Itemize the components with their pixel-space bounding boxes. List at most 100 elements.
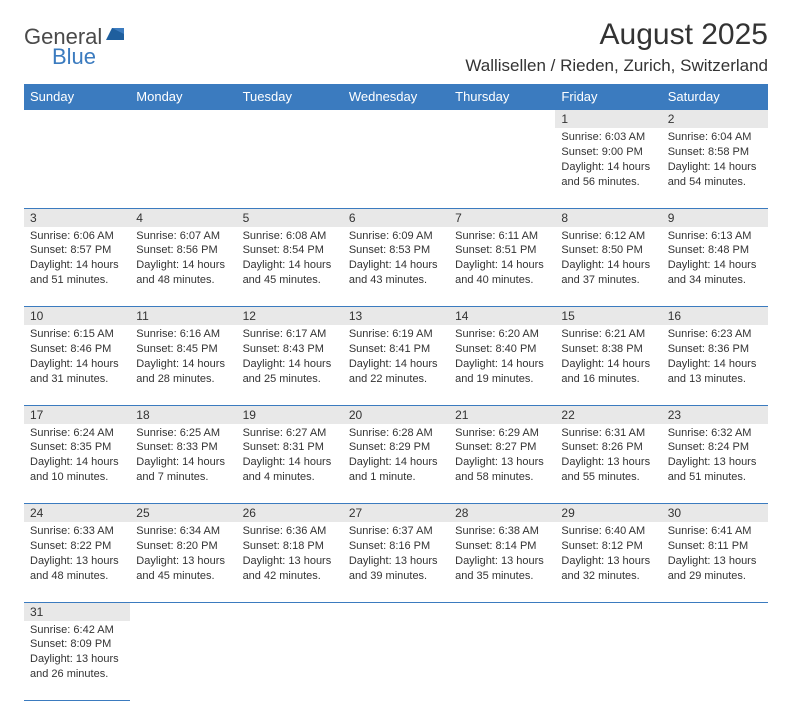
sunset-text: Sunset: 8:14 PM (455, 539, 549, 554)
sunrise-text: Sunrise: 6:17 AM (243, 327, 337, 342)
logo-text-blue: Blue (52, 44, 96, 69)
day-number-cell: 15 (555, 307, 661, 326)
day-number-cell (24, 110, 130, 129)
daylight-text: Daylight: 14 hours and 45 minutes. (243, 258, 337, 288)
sunset-text: Sunset: 8:54 PM (243, 243, 337, 258)
day-number-cell: 6 (343, 208, 449, 227)
weekday-header: Thursday (449, 84, 555, 110)
day-number-cell: 12 (237, 307, 343, 326)
day-cell (343, 128, 449, 208)
day-number-cell: 1 (555, 110, 661, 129)
day-number-cell (130, 602, 236, 621)
sunset-text: Sunset: 8:58 PM (668, 145, 762, 160)
sunset-text: Sunset: 8:46 PM (30, 342, 124, 357)
logo-text-blue-wrap: Blue (52, 44, 96, 70)
day-number-row: 3456789 (24, 208, 768, 227)
day-number-cell: 4 (130, 208, 236, 227)
day-cell: Sunrise: 6:27 AMSunset: 8:31 PMDaylight:… (237, 424, 343, 504)
day-cell: Sunrise: 6:21 AMSunset: 8:38 PMDaylight:… (555, 325, 661, 405)
weekday-header: Wednesday (343, 84, 449, 110)
day-number-cell: 24 (24, 504, 130, 523)
day-cell: Sunrise: 6:41 AMSunset: 8:11 PMDaylight:… (662, 522, 768, 602)
sunset-text: Sunset: 8:27 PM (455, 440, 549, 455)
day-number-cell: 13 (343, 307, 449, 326)
day-number-row: 12 (24, 110, 768, 129)
day-cell-body: Sunrise: 6:37 AMSunset: 8:16 PMDaylight:… (343, 522, 449, 587)
day-cell-body: Sunrise: 6:33 AMSunset: 8:22 PMDaylight:… (24, 522, 130, 587)
day-number-cell: 20 (343, 405, 449, 424)
day-cell-body: Sunrise: 6:41 AMSunset: 8:11 PMDaylight:… (662, 522, 768, 587)
month-title: August 2025 (465, 18, 768, 52)
day-number-cell (237, 110, 343, 129)
day-cell (24, 128, 130, 208)
day-cell-body: Sunrise: 6:31 AMSunset: 8:26 PMDaylight:… (555, 424, 661, 489)
day-cell (555, 621, 661, 701)
day-number-cell: 25 (130, 504, 236, 523)
weekday-header: Sunday (24, 84, 130, 110)
day-cell-body: Sunrise: 6:40 AMSunset: 8:12 PMDaylight:… (555, 522, 661, 587)
sunrise-text: Sunrise: 6:38 AM (455, 524, 549, 539)
daylight-text: Daylight: 13 hours and 48 minutes. (30, 554, 124, 584)
day-number-cell: 9 (662, 208, 768, 227)
day-cell-body: Sunrise: 6:04 AMSunset: 8:58 PMDaylight:… (662, 128, 768, 193)
daylight-text: Daylight: 14 hours and 56 minutes. (561, 160, 655, 190)
sunset-text: Sunset: 8:53 PM (349, 243, 443, 258)
sunrise-text: Sunrise: 6:34 AM (136, 524, 230, 539)
location: Wallisellen / Rieden, Zurich, Switzerlan… (465, 56, 768, 76)
day-cell (449, 621, 555, 701)
day-cell: Sunrise: 6:15 AMSunset: 8:46 PMDaylight:… (24, 325, 130, 405)
day-cell: Sunrise: 6:11 AMSunset: 8:51 PMDaylight:… (449, 227, 555, 307)
day-cell (343, 621, 449, 701)
sunrise-text: Sunrise: 6:33 AM (30, 524, 124, 539)
day-number-cell: 28 (449, 504, 555, 523)
sunrise-text: Sunrise: 6:06 AM (30, 229, 124, 244)
sunset-text: Sunset: 8:33 PM (136, 440, 230, 455)
day-cell-body: Sunrise: 6:42 AMSunset: 8:09 PMDaylight:… (24, 621, 130, 686)
day-number-cell: 29 (555, 504, 661, 523)
logo-flag-icon (106, 26, 132, 49)
day-cell (130, 128, 236, 208)
weekday-header: Saturday (662, 84, 768, 110)
day-cell (130, 621, 236, 701)
day-cell-body: Sunrise: 6:08 AMSunset: 8:54 PMDaylight:… (237, 227, 343, 292)
daylight-text: Daylight: 13 hours and 51 minutes. (668, 455, 762, 485)
day-cell-body: Sunrise: 6:27 AMSunset: 8:31 PMDaylight:… (237, 424, 343, 489)
day-number-cell: 2 (662, 110, 768, 129)
day-number-cell: 3 (24, 208, 130, 227)
day-cell-body: Sunrise: 6:15 AMSunset: 8:46 PMDaylight:… (24, 325, 130, 390)
day-cell: Sunrise: 6:25 AMSunset: 8:33 PMDaylight:… (130, 424, 236, 504)
day-number-cell (343, 602, 449, 621)
sunrise-text: Sunrise: 6:28 AM (349, 426, 443, 441)
day-cell: Sunrise: 6:06 AMSunset: 8:57 PMDaylight:… (24, 227, 130, 307)
week-row: Sunrise: 6:06 AMSunset: 8:57 PMDaylight:… (24, 227, 768, 307)
day-cell: Sunrise: 6:32 AMSunset: 8:24 PMDaylight:… (662, 424, 768, 504)
sunset-text: Sunset: 8:26 PM (561, 440, 655, 455)
day-cell: Sunrise: 6:12 AMSunset: 8:50 PMDaylight:… (555, 227, 661, 307)
day-cell-body: Sunrise: 6:09 AMSunset: 8:53 PMDaylight:… (343, 227, 449, 292)
daylight-text: Daylight: 14 hours and 19 minutes. (455, 357, 549, 387)
sunrise-text: Sunrise: 6:07 AM (136, 229, 230, 244)
day-cell: Sunrise: 6:29 AMSunset: 8:27 PMDaylight:… (449, 424, 555, 504)
sunset-text: Sunset: 8:18 PM (243, 539, 337, 554)
day-cell: Sunrise: 6:07 AMSunset: 8:56 PMDaylight:… (130, 227, 236, 307)
daylight-text: Daylight: 14 hours and 7 minutes. (136, 455, 230, 485)
day-cell-body: Sunrise: 6:25 AMSunset: 8:33 PMDaylight:… (130, 424, 236, 489)
day-number-cell: 7 (449, 208, 555, 227)
day-cell-body: Sunrise: 6:16 AMSunset: 8:45 PMDaylight:… (130, 325, 236, 390)
sunset-text: Sunset: 8:41 PM (349, 342, 443, 357)
sunrise-text: Sunrise: 6:15 AM (30, 327, 124, 342)
sunrise-text: Sunrise: 6:40 AM (561, 524, 655, 539)
day-number-cell (555, 602, 661, 621)
daylight-text: Daylight: 14 hours and 48 minutes. (136, 258, 230, 288)
sunrise-text: Sunrise: 6:25 AM (136, 426, 230, 441)
day-cell: Sunrise: 6:03 AMSunset: 9:00 PMDaylight:… (555, 128, 661, 208)
day-number-cell: 14 (449, 307, 555, 326)
day-cell-body: Sunrise: 6:32 AMSunset: 8:24 PMDaylight:… (662, 424, 768, 489)
sunset-text: Sunset: 8:48 PM (668, 243, 762, 258)
sunset-text: Sunset: 8:29 PM (349, 440, 443, 455)
sunset-text: Sunset: 8:43 PM (243, 342, 337, 357)
week-row: Sunrise: 6:42 AMSunset: 8:09 PMDaylight:… (24, 621, 768, 701)
sunset-text: Sunset: 8:11 PM (668, 539, 762, 554)
day-cell: Sunrise: 6:42 AMSunset: 8:09 PMDaylight:… (24, 621, 130, 701)
calendar-table: Sunday Monday Tuesday Wednesday Thursday… (24, 84, 768, 701)
